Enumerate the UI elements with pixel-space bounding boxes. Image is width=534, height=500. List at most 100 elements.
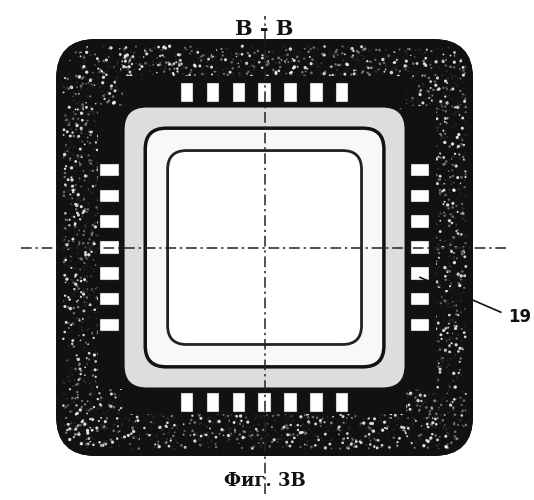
Point [73, 352, 81, 360]
Point [416, 287, 425, 295]
Point [324, 398, 333, 406]
Point [286, 45, 295, 53]
Point [380, 89, 388, 97]
Point [425, 94, 434, 102]
Point [109, 316, 117, 324]
Point [407, 344, 416, 352]
Point [342, 418, 350, 426]
Point [270, 445, 279, 453]
Point [76, 102, 85, 110]
Point [179, 80, 188, 88]
Point [72, 202, 81, 209]
Point [114, 126, 122, 134]
Point [65, 144, 73, 152]
Point [419, 374, 428, 382]
Point [458, 92, 467, 100]
Point [72, 271, 80, 279]
Point [95, 68, 104, 76]
Point [414, 118, 422, 126]
Point [241, 428, 249, 436]
Point [406, 261, 414, 269]
Point [442, 376, 450, 384]
Point [411, 355, 419, 363]
Point [77, 109, 86, 117]
Point [452, 220, 461, 228]
Point [429, 208, 438, 216]
Point [412, 341, 421, 349]
Point [82, 338, 90, 346]
Point [385, 72, 394, 80]
Point [441, 346, 450, 354]
Point [225, 425, 233, 433]
Point [283, 424, 292, 432]
Point [404, 350, 412, 358]
Point [169, 69, 178, 77]
Point [115, 214, 124, 222]
Point [414, 270, 422, 278]
Point [100, 328, 109, 336]
Point [422, 193, 431, 201]
Point [409, 150, 418, 158]
Point [100, 95, 109, 103]
Point [420, 274, 429, 282]
Point [250, 80, 259, 88]
Point [416, 272, 425, 280]
Point [286, 398, 295, 406]
Point [218, 52, 227, 60]
Point [459, 71, 468, 79]
Point [418, 322, 427, 330]
Point [333, 78, 341, 86]
Point [113, 250, 122, 258]
Point [437, 181, 446, 189]
Point [454, 280, 463, 287]
Point [404, 434, 412, 442]
Point [413, 232, 421, 239]
Point [138, 390, 147, 398]
Point [443, 84, 451, 92]
Point [422, 62, 430, 70]
Point [84, 93, 92, 101]
Bar [181, 394, 193, 412]
Point [435, 249, 443, 257]
Point [449, 298, 457, 306]
Point [75, 152, 84, 160]
Point [103, 194, 111, 202]
Point [283, 442, 292, 450]
Point [217, 86, 226, 94]
Point [445, 262, 454, 270]
Point [399, 80, 407, 88]
Point [184, 76, 193, 84]
Point [128, 60, 136, 68]
Point [83, 288, 91, 296]
Point [72, 354, 81, 362]
Point [433, 373, 441, 381]
Point [303, 388, 312, 396]
Point [412, 156, 420, 164]
Point [305, 406, 314, 413]
Point [72, 402, 81, 409]
Point [195, 420, 204, 428]
Point [444, 386, 452, 394]
Point [104, 254, 113, 262]
Point [84, 440, 92, 448]
Point [223, 422, 232, 430]
Point [286, 431, 294, 439]
Point [421, 210, 430, 218]
Point [433, 397, 441, 405]
Point [110, 420, 119, 428]
Point [328, 409, 336, 417]
Point [416, 391, 425, 399]
Point [425, 370, 433, 378]
Point [429, 382, 437, 390]
Point [442, 425, 451, 433]
Point [454, 130, 463, 138]
Point [73, 152, 82, 160]
Point [413, 212, 421, 220]
Point [423, 200, 432, 207]
Point [404, 202, 412, 210]
Point [335, 426, 344, 434]
Point [69, 201, 77, 209]
Point [394, 438, 402, 446]
Point [91, 285, 100, 293]
Point [451, 436, 460, 444]
